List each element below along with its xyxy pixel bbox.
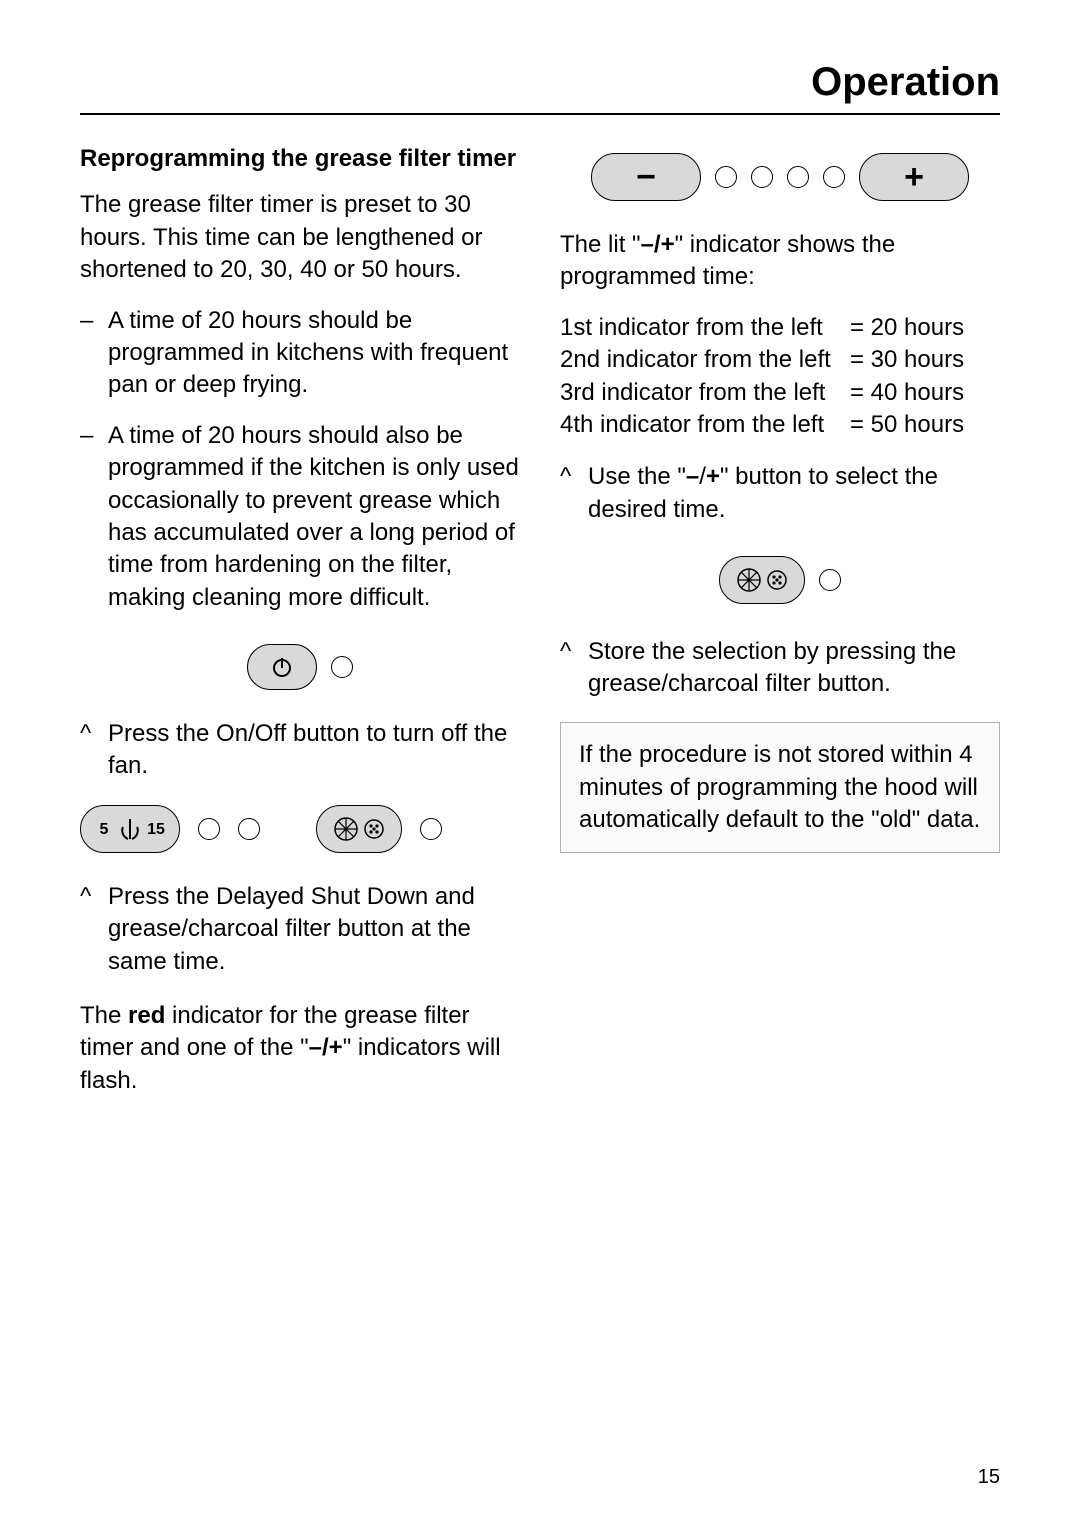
content-columns: Reprogramming the grease filter timer Th… (80, 143, 1000, 1115)
minus-glyph: − (636, 160, 656, 194)
filter-button-icon (316, 805, 402, 853)
minus-plus-symbol: –/+ (309, 1034, 343, 1061)
page-header: Operation (80, 60, 1000, 115)
step-item: Store the selection by pressing the grea… (560, 636, 1000, 701)
indicator-value: = 30 hours (850, 344, 964, 376)
step-item: Press the On/Off button to turn off the … (80, 718, 520, 783)
step-list-onoff: Press the On/Off button to turn off the … (80, 718, 520, 783)
indicator-icon (331, 656, 353, 678)
lit-indicator-paragraph: The lit "–/+" indicator shows the progra… (560, 229, 1000, 294)
svg-text:5: 5 (100, 821, 109, 838)
minus-symbol: – (686, 463, 699, 490)
indicator-icon (819, 569, 841, 591)
list-item: A time of 20 hours should also be progra… (80, 420, 520, 614)
table-row: 3rd indicator from the left = 40 hours (560, 377, 1000, 409)
red-indicator-paragraph: The red indicator for the grease filter … (80, 1000, 520, 1097)
table-row: 2nd indicator from the left = 30 hours (560, 344, 1000, 376)
red-emphasis: red (128, 1002, 165, 1029)
indicator-icon (715, 166, 737, 188)
filter-button-figure (560, 556, 1000, 607)
table-row: 1st indicator from the left = 20 hours (560, 312, 1000, 344)
list-item: A time of 20 hours should be programmed … (80, 305, 520, 402)
svg-text:15: 15 (147, 821, 165, 838)
table-row: 4th indicator from the left = 50 hours (560, 409, 1000, 441)
indicator-position: 3rd indicator from the left (560, 377, 850, 409)
indicator-icon (751, 166, 773, 188)
section-title: Reprogramming the grease filter timer (80, 143, 520, 175)
indicator-icon (823, 166, 845, 188)
left-column: Reprogramming the grease filter timer Th… (80, 143, 520, 1115)
plus-button-icon: + (859, 153, 969, 201)
filter-button-icon (719, 556, 805, 604)
delayed-shutdown-button-icon: 5 15 (80, 805, 180, 853)
minus-plus-figure: − + (560, 153, 1000, 201)
indicator-position: 4th indicator from the left (560, 409, 850, 441)
indicator-icon (198, 818, 220, 840)
plus-symbol: + (706, 463, 720, 490)
intro-paragraph: The grease filter timer is preset to 30 … (80, 189, 520, 286)
hour-recommendation-list: A time of 20 hours should be programmed … (80, 305, 520, 615)
indicator-value: = 20 hours (850, 312, 964, 344)
indicator-time-table: 1st indicator from the left = 20 hours 2… (560, 312, 1000, 442)
simultaneous-press-figure: 5 15 (80, 805, 520, 853)
indicator-position: 2nd indicator from the left (560, 344, 850, 376)
text-fragment: Use the " (588, 463, 686, 490)
plus-glyph: + (904, 160, 924, 194)
indicator-value: = 50 hours (850, 409, 964, 441)
step-list-use: Use the "–/+" button to select the desir… (560, 461, 1000, 526)
minus-plus-symbol: –/+ (641, 231, 675, 258)
step-item: Use the "–/+" button to select the desir… (560, 461, 1000, 526)
text-fragment: The (80, 1002, 128, 1029)
note-text: If the procedure is not stored within 4 … (579, 741, 980, 833)
step-item: Press the Delayed Shut Down and grease/c… (80, 881, 520, 978)
step-list-store: Store the selection by pressing the grea… (560, 636, 1000, 701)
onoff-button-figure (80, 644, 520, 690)
text-fragment: / (699, 463, 706, 490)
timeout-note-box: If the procedure is not stored within 4 … (560, 722, 1000, 853)
indicator-value: = 40 hours (850, 377, 964, 409)
page-title: Operation (811, 60, 1000, 104)
text-fragment: The lit " (560, 231, 641, 258)
page-number: 15 (978, 1466, 1000, 1489)
indicator-icon (787, 166, 809, 188)
indicator-position: 1st indicator from the left (560, 312, 850, 344)
power-button-icon (247, 644, 317, 690)
indicator-icon (420, 818, 442, 840)
right-column: − + The lit "–/+" indicator shows the pr… (560, 143, 1000, 1115)
minus-button-icon: − (591, 153, 701, 201)
indicator-icon (238, 818, 260, 840)
step-list-simul: Press the Delayed Shut Down and grease/c… (80, 881, 520, 978)
